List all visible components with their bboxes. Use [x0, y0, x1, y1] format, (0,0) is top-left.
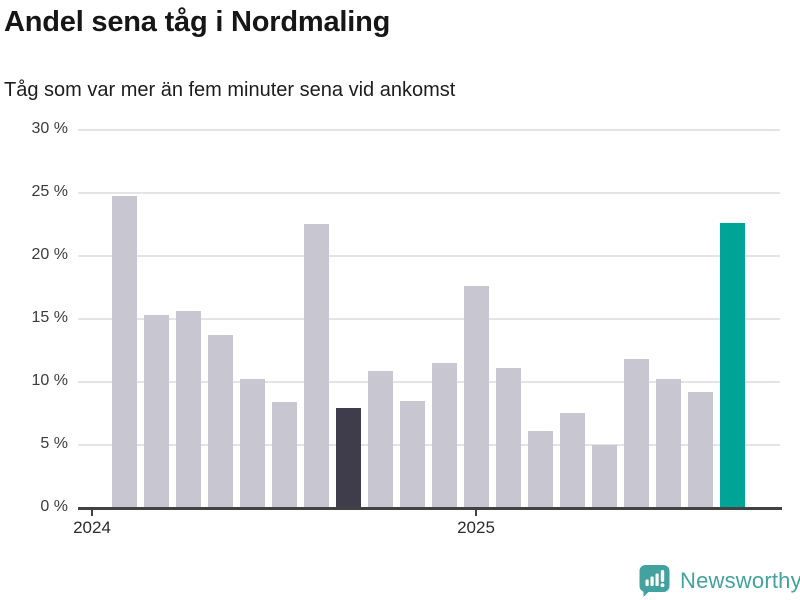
bar-chart-plot: 0 % 5 % 10 % 15 % 20 % 25 % 30 % 2024 2025: [31, 120, 782, 537]
x-axis-line: [78, 507, 782, 510]
y-axis-label-5: 5 %: [40, 435, 68, 452]
bar-2024-06: [240, 379, 265, 508]
y-axis-label-15: 15 %: [31, 309, 68, 326]
bar-2024-04: [176, 311, 201, 508]
chart-title: Andel sena tåg i Nordmaling: [4, 6, 391, 38]
y-axis-label-0: 0 %: [40, 498, 68, 515]
bar-2024-02: [112, 196, 137, 508]
bar-2024-07: [272, 402, 297, 508]
bar-2025-02: [496, 368, 521, 508]
bar-2024-10: [368, 371, 393, 508]
gridline-25: [78, 192, 780, 194]
newsworthy-logo[interactable]: Newsworthy: [638, 564, 800, 598]
x-axis-tick-2024: [91, 509, 93, 516]
y-axis-label-30: 30 %: [31, 120, 68, 137]
gridline-20: [78, 255, 780, 257]
gridline-5: [78, 444, 780, 446]
bar-2024-05: [208, 335, 233, 508]
x-axis-label-2025: 2025: [457, 518, 495, 537]
newsworthy-logo-icon: [639, 565, 670, 597]
y-axis-label-25: 25 %: [31, 183, 68, 200]
gridline-15: [78, 318, 780, 320]
bar-2024-03: [144, 315, 169, 508]
bar-2025-03: [528, 431, 553, 508]
bar-2024-09: [336, 408, 361, 508]
newsworthy-logo-text: Newsworthy: [680, 568, 800, 593]
bar-2025-05: [592, 445, 617, 508]
bar-2025-01: [464, 286, 489, 508]
bar-2024-12: [432, 363, 457, 508]
bar-2025-06: [624, 359, 649, 508]
bar-2025-04: [560, 413, 585, 508]
bar-2025-08: [688, 392, 713, 508]
x-axis-label-2024: 2024: [73, 518, 111, 537]
gridline-10: [78, 381, 780, 383]
y-axis-label-20: 20 %: [31, 246, 68, 263]
bar-2024-11: [400, 401, 425, 508]
gridline-30: [78, 129, 780, 131]
bar-2025-07: [656, 379, 681, 508]
chart-subtitle: Tåg som var mer än fem minuter sena vid …: [4, 79, 456, 101]
bar-2024-08: [304, 224, 329, 508]
x-axis-tick-2025: [475, 509, 477, 516]
y-axis-label-10: 10 %: [31, 372, 68, 389]
bar-2025-09: [720, 223, 745, 508]
